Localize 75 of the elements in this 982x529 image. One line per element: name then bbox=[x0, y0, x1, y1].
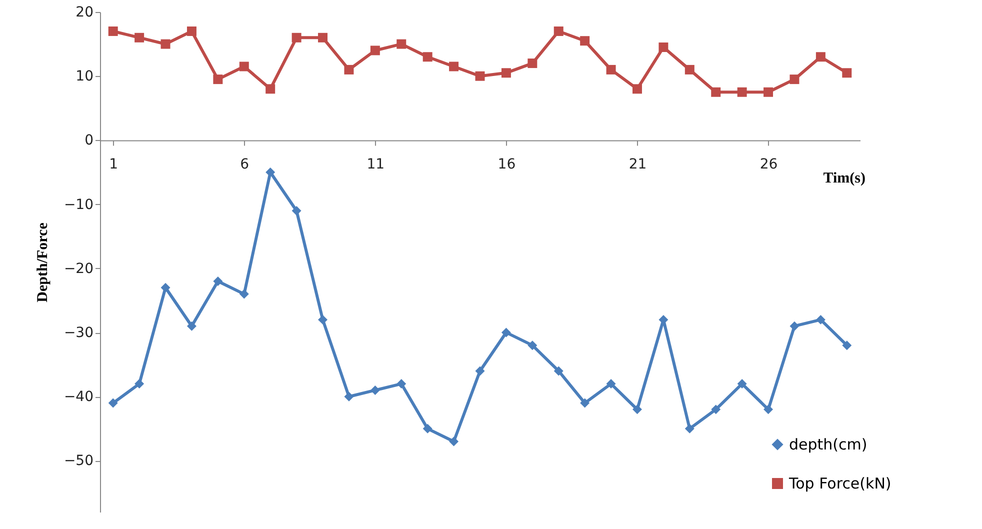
point bbox=[790, 74, 800, 84]
point bbox=[266, 168, 276, 177]
point bbox=[134, 379, 144, 389]
point bbox=[318, 314, 328, 324]
point bbox=[475, 366, 485, 376]
point bbox=[213, 276, 223, 286]
x-tick-label: 21 bbox=[628, 156, 647, 173]
point bbox=[475, 71, 485, 81]
point bbox=[108, 26, 118, 36]
point bbox=[632, 404, 642, 414]
point bbox=[501, 328, 511, 338]
point bbox=[580, 36, 590, 46]
point bbox=[160, 39, 170, 49]
point bbox=[239, 289, 249, 299]
point bbox=[422, 424, 432, 434]
legend-label: depth(cm) bbox=[789, 436, 868, 454]
x-tick-label: 16 bbox=[498, 156, 516, 173]
point bbox=[186, 321, 196, 331]
y-tick-label: 20 bbox=[76, 4, 94, 20]
x-tick-label: 11 bbox=[366, 156, 385, 173]
point bbox=[632, 84, 642, 94]
point bbox=[816, 314, 826, 324]
y-tick-label: −30 bbox=[64, 325, 94, 342]
point bbox=[449, 62, 459, 72]
point bbox=[344, 392, 354, 402]
point bbox=[528, 340, 538, 350]
point bbox=[186, 26, 196, 36]
y-tick-label: −20 bbox=[64, 260, 94, 277]
point bbox=[108, 398, 118, 408]
point bbox=[213, 74, 223, 84]
point bbox=[737, 87, 747, 97]
y-tick-label: −40 bbox=[64, 389, 94, 406]
point bbox=[684, 424, 694, 434]
x-tick-label: 6 bbox=[240, 156, 250, 173]
point bbox=[501, 68, 511, 78]
y-tick-label: −50 bbox=[64, 453, 94, 470]
y-tick-label: −10 bbox=[64, 196, 94, 213]
point bbox=[842, 340, 852, 350]
point bbox=[606, 64, 616, 74]
point bbox=[134, 32, 144, 42]
point bbox=[292, 32, 302, 42]
point bbox=[580, 398, 590, 408]
y-tick-label: 10 bbox=[76, 68, 94, 85]
point bbox=[790, 321, 800, 331]
point bbox=[554, 366, 564, 376]
point bbox=[160, 282, 170, 292]
x-tick-label: 26 bbox=[760, 156, 778, 173]
point bbox=[449, 436, 459, 446]
point bbox=[239, 62, 249, 72]
point bbox=[528, 58, 538, 68]
point bbox=[370, 385, 380, 395]
point bbox=[684, 64, 694, 74]
point bbox=[292, 206, 302, 216]
point bbox=[658, 42, 668, 52]
point bbox=[737, 379, 747, 389]
point bbox=[318, 32, 328, 42]
point bbox=[422, 52, 432, 62]
point bbox=[764, 87, 774, 97]
point bbox=[554, 26, 564, 36]
point bbox=[764, 404, 774, 414]
legend-label: Top Force(kN) bbox=[788, 474, 892, 492]
point bbox=[396, 379, 406, 389]
point bbox=[816, 52, 826, 62]
point bbox=[396, 39, 406, 49]
point bbox=[842, 68, 852, 78]
point bbox=[606, 379, 616, 389]
y-axis-title: Depth/Force bbox=[34, 222, 51, 302]
point bbox=[344, 64, 354, 74]
point bbox=[711, 87, 721, 97]
x-tick-label: 1 bbox=[109, 156, 118, 173]
point bbox=[266, 84, 276, 94]
point bbox=[711, 404, 721, 414]
x-axis-title: Tim(s) bbox=[823, 170, 866, 187]
y-tick-label: 0 bbox=[84, 132, 94, 149]
point bbox=[370, 46, 380, 56]
